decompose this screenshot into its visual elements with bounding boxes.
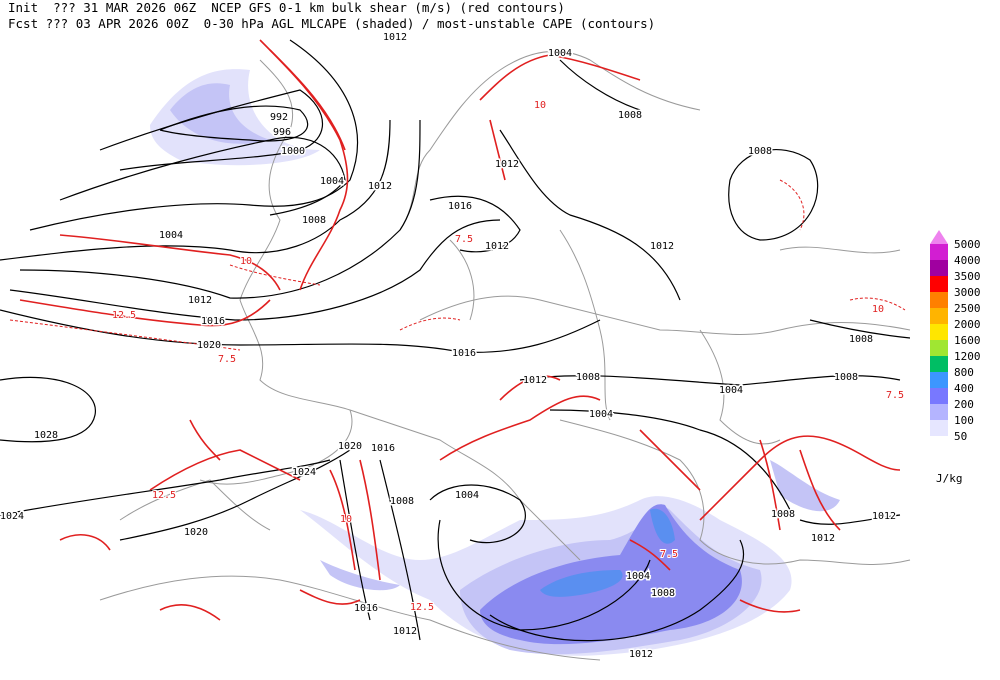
isobar-label: 1016 (201, 316, 225, 327)
isobar-label: 996 (273, 127, 291, 138)
shear-label: 10 (340, 514, 352, 525)
isobar-label: 1004 (548, 48, 572, 59)
shear-label: 7.5 (218, 354, 236, 365)
isobar-label: 1012 (383, 32, 407, 43)
isobar-label: 1012 (485, 241, 509, 252)
isobar-labels: 1012 1004 992 996 1000 1004 1012 1008 10… (0, 31, 898, 662)
shear-label: 12.5 (112, 310, 136, 321)
isobar-label: 1000 (281, 146, 305, 157)
legend-swatch (930, 308, 948, 324)
isobar-label: 1008 (748, 146, 772, 157)
isobar-label: 1024 (292, 467, 316, 478)
legend-label: 4000 (954, 254, 981, 267)
isobar-label: 1008 (651, 588, 675, 599)
legend-unit: J/kg (936, 472, 963, 485)
legend-triangle (930, 230, 948, 244)
isobar-label: 1020 (184, 527, 208, 538)
shear-label: 12.5 (410, 602, 434, 613)
legend-swatch (930, 420, 948, 436)
shear-label: 7.5 (660, 549, 678, 560)
isobar-label: 1012 (811, 533, 835, 544)
isobar-label: 1004 (719, 385, 743, 396)
isobar-label: 1012 (188, 295, 212, 306)
isobar-label: 1020 (338, 441, 362, 452)
isobar-label: 1012 (872, 511, 896, 522)
legend-swatch (930, 292, 948, 308)
legend-label: 1600 (954, 334, 981, 347)
header-line: Init ??? 31 MAR 2026 06Z NCEP GFS 0-1 km… (8, 0, 565, 15)
legend-swatch (930, 324, 948, 340)
legend-label: 400 (954, 382, 974, 395)
isobar-label: 1004 (455, 490, 479, 501)
shear-label: 10 (240, 256, 252, 267)
legend-swatch (930, 244, 948, 260)
isobar-label: 1004 (159, 230, 183, 241)
isobar-label: 1004 (320, 176, 344, 187)
isobar-label: 1016 (371, 443, 395, 454)
legend-label: 50 (954, 430, 967, 443)
legend-swatch (930, 372, 948, 388)
isobar-label: 1016 (354, 603, 378, 614)
cape-shading (150, 69, 840, 656)
header-line: Fcst ??? 03 APR 2026 00Z 0-30 hPa AGL ML… (8, 16, 655, 31)
shear-label: 7.5 (886, 390, 904, 401)
isobar-label: 1020 (197, 340, 221, 351)
legend-swatch (930, 260, 948, 276)
legend-label: 3500 (954, 270, 981, 283)
isobar-label: 1004 (626, 571, 650, 582)
isobar-label: 1008 (302, 215, 326, 226)
shear-label: 10 (534, 100, 546, 111)
isobar-label: 1012 (393, 626, 417, 637)
shear-label: 10 (872, 304, 884, 315)
isobars (0, 39, 911, 642)
legend-swatch (930, 356, 948, 372)
legend: 5000 4000 3500 3000 2500 2000 1600 1200 800 400 20… (930, 230, 981, 485)
isobar-label: 1008 (618, 110, 642, 121)
isobar-label: 1008 (390, 496, 414, 507)
legend-swatch (930, 276, 948, 292)
legend-label: 2500 (954, 302, 981, 315)
isobar-label: 1008 (849, 334, 873, 345)
legend-label: 200 (954, 398, 974, 411)
isobar-label: 1008 (771, 509, 795, 520)
isobar-label: 1012 (368, 181, 392, 192)
shear-label: 12.5 (152, 490, 176, 501)
isobar-label: 992 (270, 112, 288, 123)
legend-label: 5000 (954, 238, 981, 251)
legend-swatch (930, 340, 948, 356)
legend-label: 3000 (954, 286, 981, 299)
isobar-label: 1028 (34, 430, 58, 441)
isobar-label: 1004 (589, 409, 613, 420)
isobar-label: 1012 (523, 375, 547, 386)
isobar-label: 1012 (629, 649, 653, 660)
legend-swatch (930, 404, 948, 420)
isobar-label: 1012 (650, 241, 674, 252)
isobar-label: 1016 (448, 201, 472, 212)
isobar-label: 1012 (495, 159, 519, 170)
legend-label: 800 (954, 366, 974, 379)
legend-label: 2000 (954, 318, 981, 331)
shear-labels: 10 12.5 7.5 10 12.5 7.5 10 7.5 10 12.5 7… (111, 99, 905, 614)
shear-label: 7.5 (455, 234, 473, 245)
isobar-label: 1008 (576, 372, 600, 383)
legend-swatch (930, 388, 948, 404)
shear-contours (9, 39, 906, 621)
isobar-label: 1008 (834, 372, 858, 383)
isobar-label: 1024 (0, 511, 24, 522)
isobar-label: 1016 (452, 348, 476, 359)
legend-label: 1200 (954, 350, 981, 363)
legend-label: 100 (954, 414, 974, 427)
